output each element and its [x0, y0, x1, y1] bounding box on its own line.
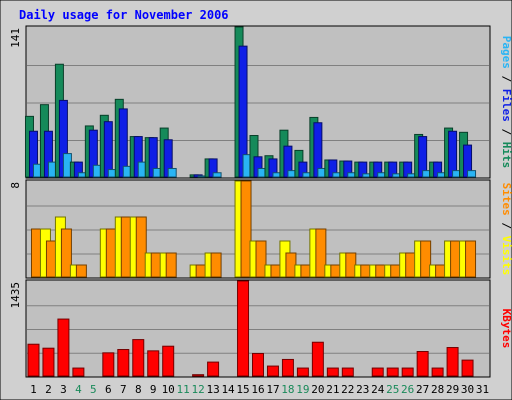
x-tick-label-17: 17: [266, 383, 279, 396]
x-tick-label-4: 4: [75, 383, 82, 396]
bar-pages-day-30: [467, 170, 477, 178]
bar-kbytes-day-27: [416, 351, 429, 377]
x-tick-label-15: 15: [236, 383, 249, 396]
bar-sites-day-8: [135, 216, 147, 278]
bar-kbytes-day-24: [371, 367, 384, 377]
bar-kbytes-day-18: [281, 358, 294, 377]
x-tick-label-27: 27: [416, 383, 429, 396]
x-tick-label-23: 23: [356, 383, 369, 396]
bar-kbytes-day-16: [252, 352, 264, 377]
x-tick-label-10: 10: [162, 383, 175, 396]
x-tick-label-11: 11: [177, 383, 190, 396]
bar-sites-day-15: [240, 180, 252, 278]
side-legend-visits: Visits: [500, 236, 512, 276]
panel-hits-files-pages: 141 Pages / Files / Hits: [9, 25, 512, 179]
x-tick-label-12: 12: [192, 383, 205, 396]
x-tick-label-1: 1: [30, 383, 37, 396]
side-legend: Pages / Files / Hits: [500, 36, 512, 169]
x-tick-label-29: 29: [446, 383, 459, 396]
bar-kbytes-day-25: [386, 367, 399, 377]
x-tick-label-5: 5: [90, 383, 97, 396]
x-tick-label-9: 9: [150, 383, 157, 396]
x-tick-label-20: 20: [311, 383, 324, 396]
bar-kbytes-day-13: [207, 361, 220, 377]
bar-kbytes-day-2: [42, 347, 55, 377]
x-tick-label-21: 21: [326, 383, 339, 396]
bar-kbytes-day-22: [341, 367, 354, 377]
side-legend-sites: Sites: [500, 183, 512, 216]
bar-sites-day-4: [75, 264, 87, 278]
x-tick-label-14: 14: [221, 383, 235, 396]
bar-kbytes-day-21: [326, 367, 339, 377]
bar-pages-day-10: [167, 167, 177, 178]
bar-kbytes-day-8: [132, 339, 145, 377]
x-tick-label-6: 6: [105, 383, 112, 396]
side-legend-hits: Hits: [500, 142, 512, 169]
bar-kbytes-day-19: [296, 367, 309, 377]
side-legend-separator: /: [500, 122, 512, 142]
bar-kbytes-day-20: [311, 341, 324, 377]
side-legend-pages: Pages: [500, 36, 512, 69]
bar-sites-day-27: [420, 240, 432, 278]
bar-sites-day-13: [210, 252, 222, 278]
x-tick-label-18: 18: [281, 383, 294, 396]
bar-kbytes-day-1: [27, 343, 40, 377]
bar-kbytes-day-4: [72, 367, 85, 377]
bar-kbytes-day-30: [461, 359, 474, 377]
bar-kbytes-day-3: [57, 318, 70, 377]
bar-sites-day-16: [255, 240, 267, 278]
y-max-label: 1435: [9, 282, 22, 309]
bar-kbytes-day-10: [162, 345, 175, 377]
x-tick-label-28: 28: [431, 383, 444, 396]
bar-sites-day-3: [60, 228, 72, 278]
bar-kbytes-day-26: [401, 367, 414, 377]
x-axis-tick-labels: 1 2 3 4 5 6 7 8 9 10 11 12 13 14 15 16 17 18 19 20 21 22 23 24 2…: [30, 383, 489, 396]
side-legend: KBytes: [500, 309, 512, 349]
bar-kbytes-day-9: [147, 350, 160, 377]
bar-kbytes-day-17: [266, 365, 279, 377]
bar-sites-day-10: [165, 252, 177, 278]
bar-files-day-6: [103, 121, 113, 178]
side-legend-separator: /: [500, 216, 512, 236]
bar-sites-day-30: [465, 240, 477, 278]
bar-kbytes-day-28: [431, 367, 444, 377]
y-max-label: 141: [9, 28, 22, 48]
side-legend-kbytes: KBytes: [500, 309, 512, 349]
side-legend-files: Files: [500, 89, 512, 122]
x-tick-label-26: 26: [401, 383, 414, 396]
x-tick-label-31: 31: [476, 383, 489, 396]
side-legend: Sites / Visits: [500, 183, 512, 276]
bar-kbytes-day-12: [192, 374, 205, 377]
x-tick-label-19: 19: [296, 383, 309, 396]
panels-layer: 141 Pages / Files / Hits 8 Sites / Visits 14…: [9, 25, 512, 378]
panel-visits-sites: 8 Sites / Visits: [9, 179, 512, 279]
panel-kbytes: 1435 KBytes: [9, 279, 512, 378]
x-tick-label-16: 16: [251, 383, 264, 396]
bar-kbytes-day-15: [237, 280, 250, 377]
x-tick-label-7: 7: [120, 383, 127, 396]
bar-kbytes-day-6: [102, 352, 115, 377]
x-tick-label-8: 8: [135, 383, 142, 396]
bar-pages-day-13: [212, 172, 222, 178]
x-tick-label-30: 30: [461, 383, 474, 396]
chart-title: Daily usage for November 2006: [19, 8, 229, 22]
y-max-label: 8: [9, 182, 22, 189]
x-tick-label-24: 24: [371, 383, 385, 396]
bar-kbytes-day-29: [446, 347, 459, 377]
bar-sites-day-20: [315, 228, 327, 278]
bar-kbytes-day-7: [117, 349, 130, 377]
x-tick-label-22: 22: [341, 383, 354, 396]
x-tick-label-25: 25: [386, 383, 399, 396]
x-tick-label-13: 13: [206, 383, 219, 396]
x-tick-label-3: 3: [60, 383, 67, 396]
side-legend-separator: /: [500, 69, 512, 89]
x-tick-label-2: 2: [45, 383, 52, 396]
